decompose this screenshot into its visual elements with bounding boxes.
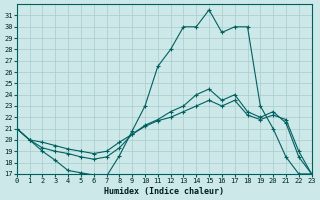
X-axis label: Humidex (Indice chaleur): Humidex (Indice chaleur) bbox=[104, 187, 224, 196]
